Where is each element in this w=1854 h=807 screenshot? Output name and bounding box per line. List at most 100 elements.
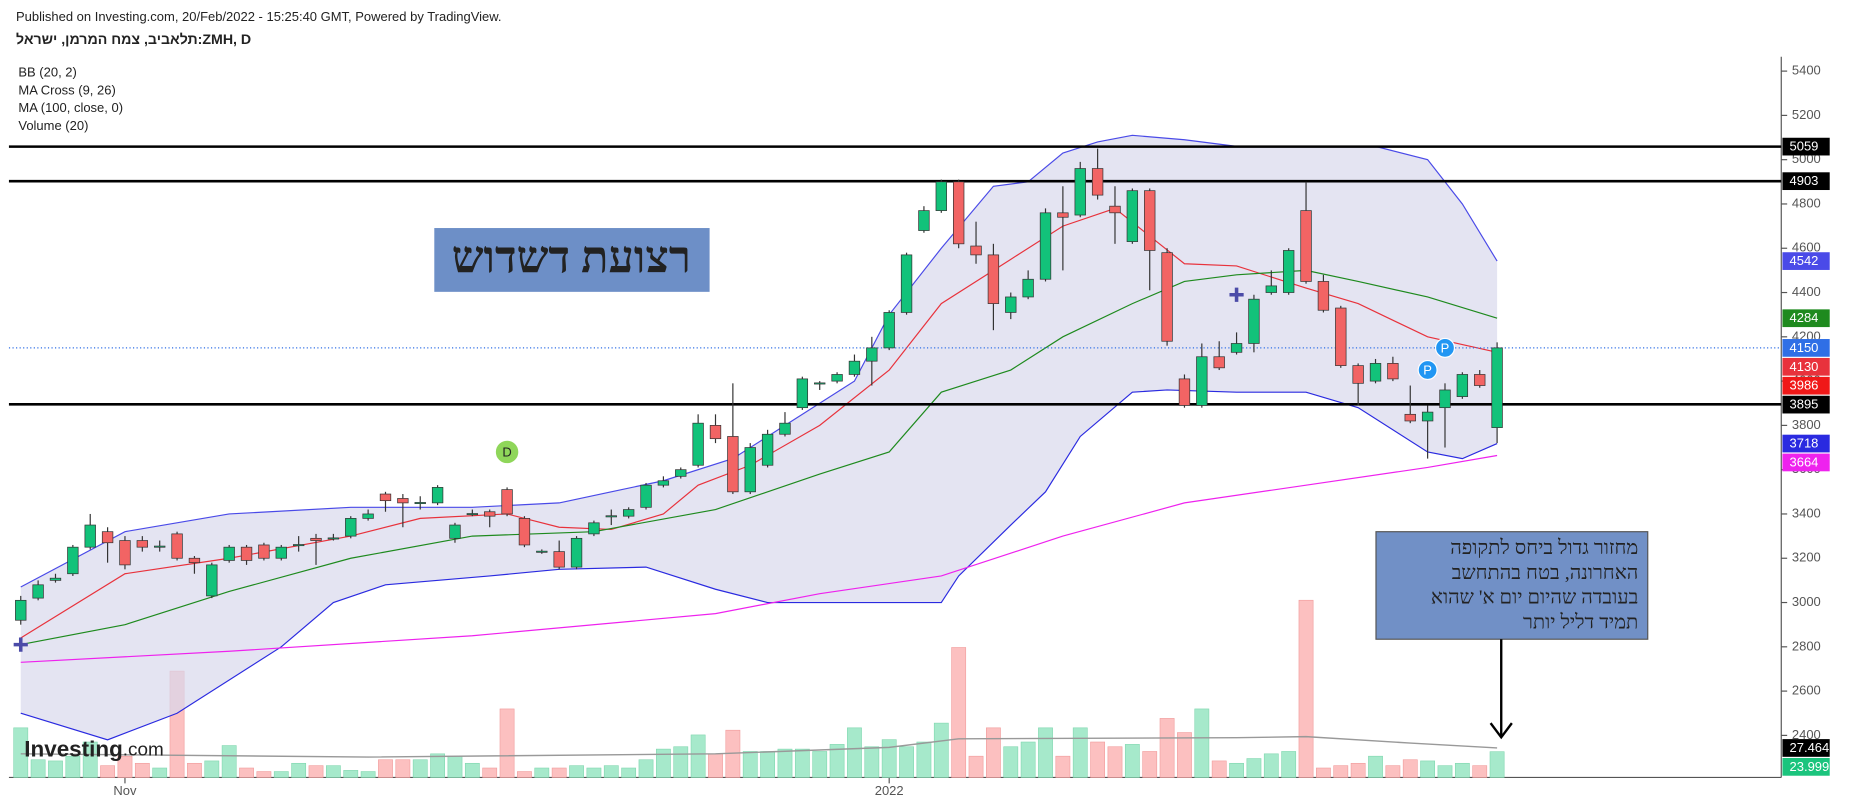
volume-bar — [1350, 762, 1366, 778]
volume-bar — [1020, 741, 1036, 778]
candle-body — [952, 181, 965, 245]
candle-body — [1491, 347, 1503, 428]
x-tick-label: 2022 — [875, 783, 904, 798]
volume-bar — [326, 765, 341, 778]
volume-bar — [742, 751, 758, 778]
price-label: 27.464K — [1790, 740, 1839, 755]
symbol-title: תלאביב, צמח המרמן, ישראל:ZMH, D — [16, 32, 251, 48]
candle-body — [866, 347, 878, 362]
volume-bar — [48, 760, 63, 778]
volume-bar — [1211, 760, 1227, 778]
volume-bar — [1472, 765, 1488, 778]
candle-body — [1265, 285, 1277, 293]
logo-part: .com — [123, 739, 164, 760]
candle-body — [657, 480, 670, 486]
price-label-bg — [1782, 395, 1830, 414]
indicator-legend: BB (20, 2) MA Cross (9, 26) MA (100, clo… — [18, 65, 123, 133]
volume-bar — [864, 746, 880, 778]
y-tick-label: 3800 — [1792, 417, 1821, 432]
volume-bar — [13, 727, 29, 778]
candle-body — [84, 524, 96, 548]
annotation-box — [434, 228, 710, 292]
logo-part: Investing — [24, 736, 123, 761]
volume-bar — [794, 748, 810, 778]
volume-bar — [621, 767, 637, 778]
volume-bar — [1107, 746, 1123, 778]
candle-body — [1421, 411, 1434, 422]
volume-bar — [82, 741, 98, 778]
volume-bar — [933, 722, 949, 778]
published-note: Published on Investing.com, 20/Feb/2022 … — [16, 9, 502, 24]
price-label-bg — [1782, 309, 1830, 328]
volume-bar — [1281, 751, 1297, 778]
candle-body — [1335, 307, 1347, 366]
y-tick-label: 5400 — [1792, 63, 1821, 78]
volume-bar — [1298, 599, 1314, 778]
candle-body — [501, 489, 513, 515]
price-label-bg — [1782, 339, 1830, 357]
price-label: 23.999K — [1790, 759, 1839, 774]
volume-bar — [134, 762, 150, 778]
candle-body — [536, 550, 548, 553]
candle-body — [171, 533, 183, 559]
volume-bar — [1385, 765, 1401, 778]
plot: 2400260028003000320034003600380040004200… — [8, 63, 1839, 798]
y-tick-label: 3000 — [1792, 594, 1821, 609]
candle-body — [900, 254, 913, 313]
volume-bar — [847, 727, 862, 778]
volume-bar — [100, 765, 115, 778]
candle-body — [1126, 190, 1139, 242]
candle-body — [1317, 281, 1330, 311]
price-label-bg — [1782, 172, 1830, 191]
y-tick-label: 3200 — [1792, 550, 1821, 565]
volume-bar — [1368, 755, 1383, 778]
volume-bar — [1402, 759, 1418, 778]
volume-bar — [221, 745, 237, 778]
annotation-text: תמיד דליל יותר — [1523, 611, 1638, 633]
candle-body — [119, 540, 131, 566]
annotation-text: רצועת דשדוש — [452, 233, 691, 283]
annotation-text: מחזור גדול ביחס לתקופה — [1450, 537, 1638, 559]
candle-body — [414, 502, 426, 504]
volume-bar — [291, 762, 307, 778]
volume-bar — [569, 765, 584, 778]
volume-bar — [1316, 767, 1331, 778]
volume-bar — [1159, 718, 1175, 778]
candle-body — [223, 546, 235, 561]
event-label: P — [1423, 363, 1432, 378]
candle-body — [605, 515, 617, 518]
candle-body — [1196, 356, 1208, 406]
candle-body — [1178, 378, 1191, 406]
candle-body — [49, 577, 62, 581]
volume-bar — [1090, 741, 1106, 778]
candle-body — [831, 374, 843, 382]
volume-bar — [360, 771, 376, 778]
volume-bar — [1177, 732, 1192, 778]
volume-bar — [482, 767, 498, 778]
price-label: 3986 — [1790, 378, 1819, 393]
x-tick-label: Nov — [113, 783, 137, 798]
candle-body — [709, 425, 722, 440]
volume-bar — [551, 767, 567, 778]
note-annotation: מחזור גדול ביחס לתקופה האחרונה, בטח בהתח… — [1375, 531, 1649, 740]
candle-body — [1144, 190, 1156, 251]
candle-body — [1387, 363, 1399, 380]
candle-body — [761, 433, 774, 466]
volume-bar — [1229, 762, 1244, 778]
candle-body — [779, 422, 791, 435]
cross-marker — [1229, 287, 1244, 302]
candle-body — [622, 509, 635, 517]
volume-bar — [308, 765, 324, 778]
volume-bar — [690, 734, 706, 778]
candle-body — [970, 245, 982, 256]
annotation-text: בעובדה שהיום יום א' שהוא — [1431, 587, 1638, 609]
candle-body — [275, 546, 287, 559]
volume-bar — [464, 762, 480, 778]
candle-body — [15, 599, 27, 621]
volume-bar — [1263, 753, 1279, 778]
indicator-line — [20, 389, 1498, 741]
volume-bar — [1194, 708, 1210, 778]
volume-bar — [1333, 765, 1349, 778]
candle-body — [1456, 374, 1469, 397]
volume-bar — [586, 767, 602, 778]
